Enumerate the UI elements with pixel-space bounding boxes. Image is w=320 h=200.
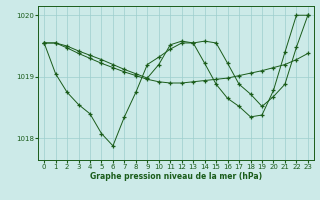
X-axis label: Graphe pression niveau de la mer (hPa): Graphe pression niveau de la mer (hPa) [90, 172, 262, 181]
